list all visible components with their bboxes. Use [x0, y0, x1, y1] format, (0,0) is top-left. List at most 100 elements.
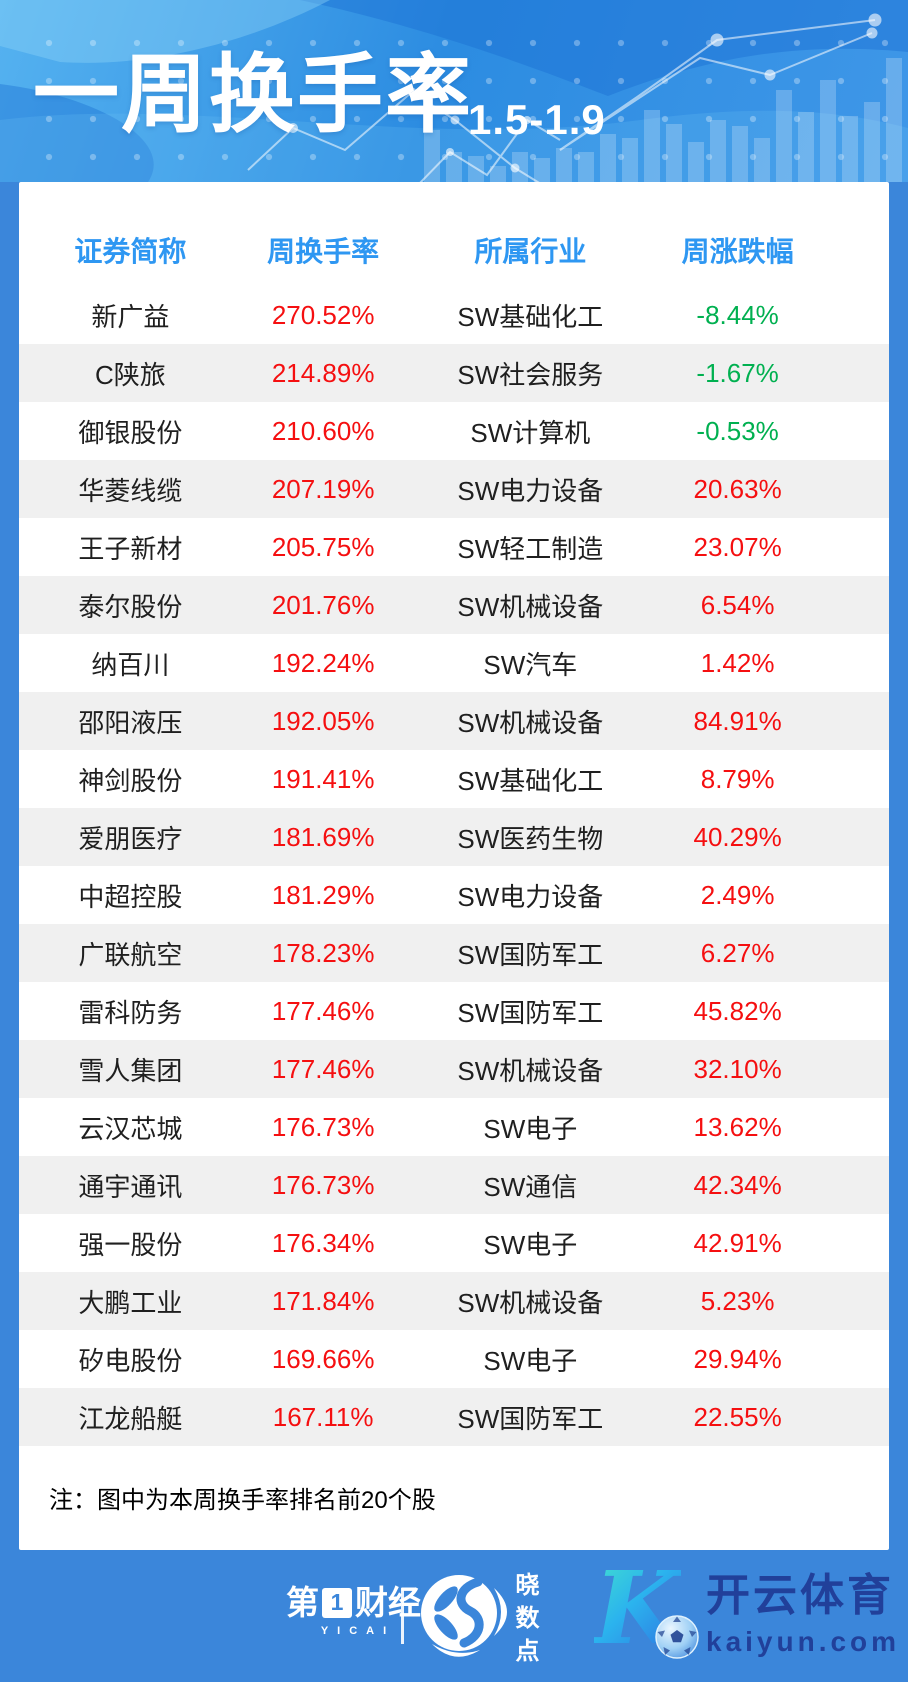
banner: 一周换手率 1.5-1.9 — [0, 0, 908, 182]
change-cell: -1.67% — [696, 357, 779, 388]
table-header-row: 证券简称 周换手率 所属行业 周涨跌幅 — [19, 228, 889, 272]
banner-decoration — [0, 0, 908, 182]
industry-cell: SW机械设备 — [457, 1055, 604, 1086]
industry-cell: SW汽车 — [483, 649, 578, 680]
xs-logo-icon — [421, 1575, 507, 1657]
industry-cell: SW社会服务 — [457, 359, 604, 390]
turnover-cell: 192.05% — [271, 705, 375, 736]
header-change: 周涨跌幅 — [681, 236, 794, 267]
table-row: 中超控股 181.29% SW电力设备 2.49% — [19, 866, 889, 924]
stock-name-cell: 矽电股份 — [78, 1345, 183, 1376]
turnover-cell: 178.23% — [271, 937, 375, 968]
industry-cell: SW国防军工 — [457, 997, 604, 1028]
stock-name-cell: 中超控股 — [78, 881, 183, 912]
industry-cell: SW通信 — [483, 1171, 578, 1202]
change-cell: 29.94% — [693, 1343, 782, 1374]
change-cell: 8.79% — [700, 763, 775, 794]
change-cell: 42.91% — [693, 1227, 782, 1258]
change-cell: 5.23% — [700, 1285, 775, 1316]
change-cell: 32.10% — [693, 1053, 782, 1084]
banner-line-markers — [288, 13, 882, 173]
table-row: 新广益 270.52% SW基础化工 -8.44% — [19, 286, 889, 344]
table-row: 通宇通讯 176.73% SW通信 42.34% — [19, 1156, 889, 1214]
industry-cell: SW医药生物 — [457, 823, 604, 854]
table-card: 证券简称 周换手率 所属行业 周涨跌幅 新广益 270.52% SW基础化工 -… — [19, 182, 889, 1550]
turnover-cell: 171.84% — [271, 1285, 375, 1316]
turnover-cell: 270.52% — [271, 299, 375, 330]
stock-name-cell: 神剑股份 — [78, 765, 183, 796]
stock-name-cell: 雷科防务 — [78, 997, 183, 1028]
stock-name-cell: 纳百川 — [91, 649, 170, 680]
stock-name-cell: 泰尔股份 — [78, 591, 183, 622]
table-row: 纳百川 192.24% SW汽车 1.42% — [19, 634, 889, 692]
industry-cell: SW电力设备 — [457, 881, 604, 912]
date-range: 1.5-1.9 — [468, 96, 606, 143]
header-stock-name: 证券简称 — [74, 236, 187, 267]
industry-cell: SW电子 — [483, 1345, 578, 1376]
turnover-cell: 214.89% — [271, 357, 375, 388]
turnover-cell: 191.41% — [271, 763, 375, 794]
stock-name-cell: 御银股份 — [78, 417, 183, 448]
yicai-logo: 第 1 财经 YICAI — [286, 1586, 421, 1637]
stock-name-cell: 通宇通讯 — [78, 1171, 183, 1202]
change-cell: 2.49% — [700, 879, 775, 910]
yicai-cn-left: 第 — [286, 1584, 319, 1621]
stock-name-cell: 爱朋医疗 — [78, 823, 183, 854]
yicai-en-label: YICAI — [320, 1625, 396, 1637]
turnover-cell: 192.24% — [271, 647, 375, 678]
change-cell: 13.62% — [693, 1111, 782, 1142]
table-row: 雪人集团 177.46% SW机械设备 32.10% — [19, 1040, 889, 1098]
turnover-cell: 181.29% — [271, 879, 375, 910]
table-row: 广联航空 178.23% SW国防军工 6.27% — [19, 924, 889, 982]
change-cell: 22.55% — [693, 1401, 782, 1432]
table-row: 雷科防务 177.46% SW国防军工 45.82% — [19, 982, 889, 1040]
industry-cell: SW电子 — [483, 1229, 578, 1260]
turnover-cell: 176.73% — [271, 1169, 375, 1200]
stock-name-cell: 雪人集团 — [78, 1055, 183, 1086]
yicai-brand: 第 1 财经 — [286, 1586, 421, 1619]
industry-cell: SW机械设备 — [457, 591, 604, 622]
change-cell: 6.54% — [700, 589, 775, 620]
table-row: 华菱线缆 207.19% SW电力设备 20.63% — [19, 460, 889, 518]
stock-name-cell: 王子新材 — [78, 533, 183, 564]
stock-name-cell: 邵阳液压 — [78, 707, 183, 738]
kaiyun-text: 开云体育 kaiyun.com — [706, 1571, 900, 1658]
yicai-boxed-one-icon: 1 — [322, 1587, 352, 1618]
industry-cell: SW电力设备 — [457, 475, 604, 506]
turnover-cell: 167.11% — [272, 1401, 374, 1432]
industry-cell: SW基础化工 — [457, 765, 604, 796]
table-row: 神剑股份 191.41% SW基础化工 8.79% — [19, 750, 889, 808]
soccer-ball-icon — [655, 1615, 699, 1659]
table-row: 王子新材 205.75% SW轻工制造 23.07% — [19, 518, 889, 576]
stock-name-cell: C陕旅 — [94, 359, 166, 390]
change-cell: 40.29% — [693, 821, 782, 852]
industry-cell: SW国防军工 — [457, 1403, 604, 1434]
footer: 第 1 财经 YICAI 晓数点 K — [0, 1550, 908, 1682]
dot-grid — [20, 34, 888, 182]
stock-name-cell: 江龙船艇 — [78, 1403, 183, 1434]
kaiyun-brand: 开云体育 — [706, 1571, 894, 1620]
table-row: 强一股份 176.34% SW电子 42.91% — [19, 1214, 889, 1272]
stock-name-cell: 华菱线缆 — [78, 475, 183, 506]
turnover-cell: 207.19% — [271, 473, 375, 504]
turnover-cell: 177.46% — [271, 1053, 375, 1084]
stock-name-cell: 云汉芯城 — [78, 1113, 183, 1144]
change-cell: 6.27% — [700, 937, 775, 968]
change-cell: 1.42% — [700, 647, 775, 678]
turnover-cell: 210.60% — [271, 415, 375, 446]
turnover-cell: 177.46% — [271, 995, 375, 1026]
header-industry: 所属行业 — [474, 236, 587, 267]
industry-cell: SW电子 — [483, 1113, 578, 1144]
change-cell: -8.44% — [696, 299, 779, 330]
table-row: 御银股份 210.60% SW计算机 -0.53% — [19, 402, 889, 460]
banner-bars — [424, 58, 902, 182]
stock-name-cell: 大鹏工业 — [78, 1287, 183, 1318]
yicai-cn-right: 财经 — [355, 1584, 421, 1621]
change-cell: 42.34% — [693, 1169, 782, 1200]
change-cell: 84.91% — [693, 705, 782, 736]
xs-label: 晓数点 — [511, 1572, 538, 1671]
change-cell: 23.07% — [693, 531, 782, 562]
footer-divider — [401, 1588, 404, 1644]
kaiyun-logo: K 开云体育 kaiyun.com — [594, 1558, 896, 1674]
turnover-cell: 169.66% — [271, 1343, 375, 1374]
